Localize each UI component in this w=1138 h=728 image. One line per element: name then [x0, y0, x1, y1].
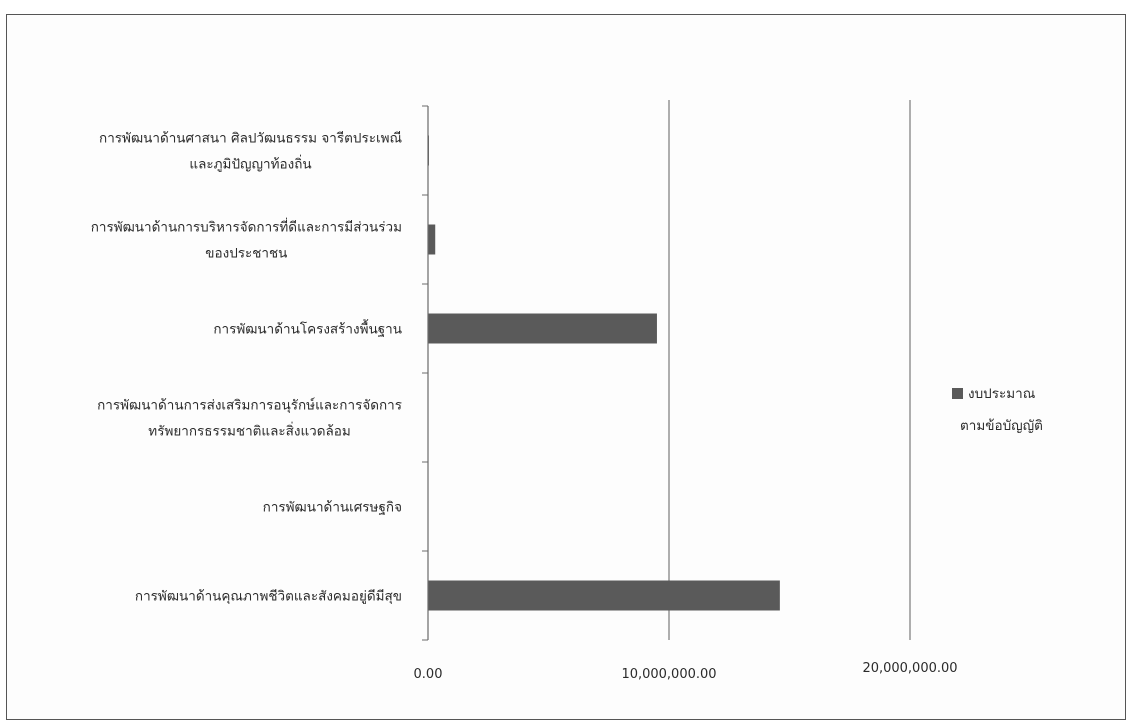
category-label: การพัฒนาด้านการบริหารจัดการที่ดีและการมี… — [91, 218, 402, 236]
x-tick-label: 20,000,000.00 — [862, 661, 957, 676]
bars — [428, 135, 780, 611]
bar — [428, 313, 657, 344]
legend-swatch — [952, 388, 963, 399]
bar — [428, 580, 780, 611]
category-label: การพัฒนาด้านคุณภาพชีวิตและสังคมอยู่ดีมีส… — [135, 589, 402, 605]
x-tick-label: 10,000,000.00 — [621, 667, 716, 682]
category-labels: การพัฒนาด้านศาสนา ศิลปวัฒนธรรม จารีตประเ… — [91, 131, 402, 605]
x-tick-label: 0.00 — [414, 667, 443, 682]
category-label: ของประชาชน — [205, 246, 287, 262]
category-label: การพัฒนาด้านการส่งเสริมการอนุรักษ์และการ… — [97, 397, 402, 414]
category-label: การพัฒนาด้านเศรษฐกิจ — [263, 500, 402, 516]
legend-label: งบประมาณ — [968, 386, 1035, 402]
axes — [422, 105, 429, 641]
category-label: การพัฒนาด้านโครงสร้างพื้นฐาน — [213, 319, 402, 338]
bar — [428, 224, 436, 255]
category-label: การพัฒนาด้านศาสนา ศิลปวัฒนธรรม จารีตประเ… — [99, 131, 402, 147]
category-label: และภูมิปัญญาท้องถิ่น — [189, 155, 311, 173]
category-label: ทรัพยากรธรรมชาติและสิ่งแวดล้อม — [148, 422, 351, 440]
gridlines — [668, 100, 911, 640]
x-tick-labels: 0.00 10,000,000.00 20,000,000.00 — [414, 661, 958, 682]
legend-label: ตามข้อบัญญัติ — [960, 418, 1043, 434]
